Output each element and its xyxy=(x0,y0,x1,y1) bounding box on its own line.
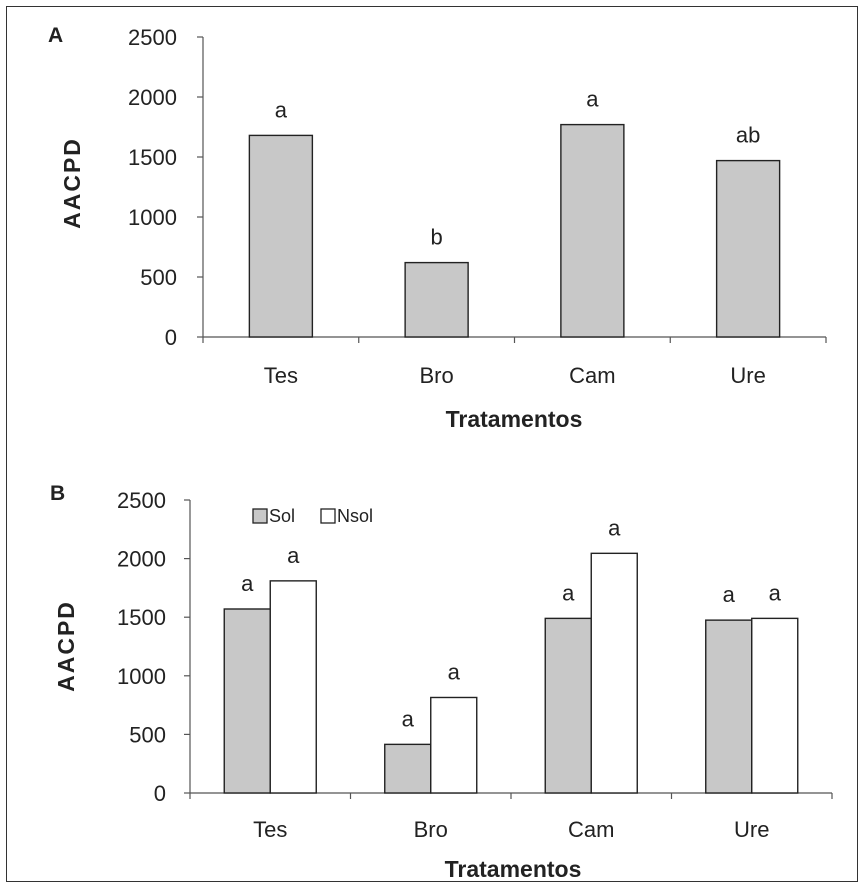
panel-b-y-tick-label: 2000 xyxy=(117,547,166,572)
panel-b-significance-label: a xyxy=(241,571,254,596)
panel-a-bar-bro xyxy=(404,261,469,338)
panel-b-bar-nsol-cam xyxy=(590,552,638,794)
panel-b-significance-label: a xyxy=(402,706,415,731)
panel-a-significance-label: ab xyxy=(736,123,760,148)
chart-marks: 0 500 1000 1500 2000 2500 Tes a Bro b Cam a Ure ab 0 50… xyxy=(117,25,833,842)
panel-a-y-tick-label: 2000 xyxy=(128,85,177,110)
panel-b-y-tick-label: 1500 xyxy=(117,605,166,630)
panel-a-category-label: Bro xyxy=(420,363,454,388)
panel-a-y-tick-label: 2500 xyxy=(128,25,177,50)
panel-b-bar-nsol-ure xyxy=(751,617,799,794)
panel-b-significance-label: a xyxy=(608,515,621,540)
panel-a-y-axis-title: AACPD xyxy=(59,137,85,229)
legend-swatch-nsol xyxy=(320,508,336,524)
panel-b-bar-sol-tes xyxy=(223,608,271,794)
panel-b-significance-label: a xyxy=(287,543,300,568)
legend-label-sol: Sol xyxy=(269,506,295,526)
panel-a-x-axis-title: Tratamentos xyxy=(446,406,583,432)
panel-letter-b: B xyxy=(50,482,65,505)
panel-b-category-label: Tes xyxy=(253,817,287,842)
panel-letter-a: A xyxy=(48,24,63,47)
panel-b-x-axis-title: Tratamentos xyxy=(445,856,582,882)
panel-a-bar-ure xyxy=(715,159,781,338)
panel-a-significance-label: a xyxy=(275,97,288,122)
panel-b-bar-sol-ure xyxy=(705,619,753,794)
panel-b-y-tick-label: 0 xyxy=(154,781,166,806)
legend-label-nsol: Nsol xyxy=(337,506,373,526)
panel-a-y-tick-label: 500 xyxy=(140,265,177,290)
panel-b-significance-label: a xyxy=(448,659,461,684)
panel-b-bar-nsol-tes xyxy=(269,580,317,794)
panel-b-category-label: Cam xyxy=(568,817,614,842)
panel-a-category-label: Tes xyxy=(264,363,298,388)
panel-a-significance-label: b xyxy=(431,225,443,250)
panel-a-y-tick-label: 0 xyxy=(165,325,177,350)
panel-b-bar-sol-bro xyxy=(384,743,432,794)
panel-a-bar-cam xyxy=(560,123,625,338)
panel-b-bar-nsol-bro xyxy=(430,696,478,794)
panel-a-y-tick-label: 1500 xyxy=(128,145,177,170)
panel-b-y-axis-title: AACPD xyxy=(53,600,79,692)
panel-a-bar-tes xyxy=(248,134,314,338)
panel-a-y-tick-label: 1000 xyxy=(128,205,177,230)
panel-b-y-tick-label: 2500 xyxy=(117,488,166,513)
panel-b-category-label: Bro xyxy=(414,817,448,842)
panel-a-significance-label: a xyxy=(586,87,599,112)
panel-a-category-label: Cam xyxy=(569,363,615,388)
panel-b-significance-label: a xyxy=(723,582,736,607)
panel-a-category-label: Ure xyxy=(730,363,765,388)
panel-b-y-tick-label: 500 xyxy=(129,722,166,747)
panel-b-category-label: Ure xyxy=(734,817,769,842)
panel-b-significance-label: a xyxy=(769,580,782,605)
panel-b-y-tick-label: 1000 xyxy=(117,664,166,689)
legend-swatch-sol xyxy=(252,508,268,524)
panel-b-significance-label: a xyxy=(562,580,575,605)
panel-b-bar-sol-cam xyxy=(544,617,592,794)
